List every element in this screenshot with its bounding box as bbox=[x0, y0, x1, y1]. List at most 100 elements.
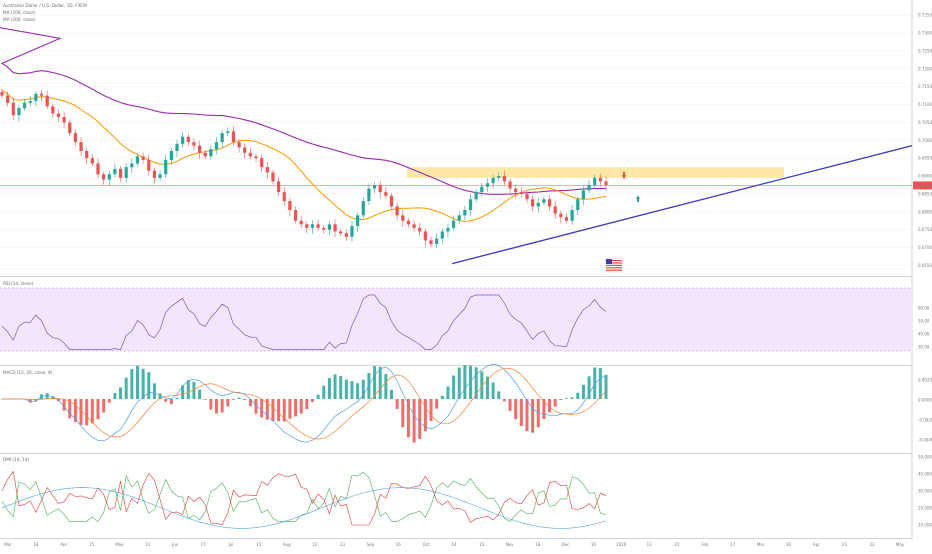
time-tick-label: 12 bbox=[312, 542, 318, 547]
macd-histogram-bar bbox=[350, 381, 353, 399]
candle-body bbox=[40, 94, 43, 96]
macd-histogram-bar bbox=[345, 380, 348, 399]
macd-histogram-bar bbox=[322, 386, 325, 399]
candle-body bbox=[46, 96, 49, 107]
macd-histogram-bar bbox=[119, 387, 122, 399]
macd-histogram-bar bbox=[46, 393, 49, 399]
dmi-tick-label: 20.0000 bbox=[918, 506, 932, 511]
time-tick-label: 15 bbox=[89, 542, 95, 547]
candle-body bbox=[181, 137, 184, 144]
candle-body bbox=[271, 172, 274, 181]
candle-body bbox=[243, 147, 246, 152]
candle-body bbox=[108, 174, 111, 179]
macd-histogram-bar bbox=[164, 399, 167, 402]
candle-body bbox=[74, 133, 77, 142]
candle-body bbox=[480, 187, 483, 192]
candle-body bbox=[317, 224, 320, 228]
macd-histogram-bar bbox=[514, 399, 517, 419]
candle-body bbox=[266, 167, 269, 172]
candle-body bbox=[29, 101, 32, 103]
time-tick-label: 14 bbox=[451, 542, 457, 547]
macd-histogram-bar bbox=[531, 399, 534, 433]
candle-body bbox=[136, 156, 139, 163]
candle-body bbox=[158, 174, 161, 178]
macd-histogram-bar bbox=[136, 366, 139, 399]
time-tick-label: 13 bbox=[842, 542, 848, 547]
candle-body bbox=[379, 185, 382, 192]
time-tick-label: May bbox=[115, 542, 124, 547]
time-tick-label: Mar bbox=[4, 542, 12, 547]
macd-histogram-bar bbox=[108, 399, 111, 403]
candle-body bbox=[164, 160, 167, 174]
time-tick-label: 23 bbox=[340, 542, 346, 547]
candle-body bbox=[305, 224, 308, 228]
candle-body bbox=[113, 169, 116, 174]
macd-histogram-bar bbox=[91, 399, 94, 423]
candle-body bbox=[260, 158, 263, 167]
macd-histogram-bar bbox=[147, 372, 150, 399]
macd-histogram-bar bbox=[102, 399, 105, 413]
candle-body bbox=[350, 226, 353, 237]
candle-body bbox=[130, 164, 133, 168]
candle-body bbox=[294, 210, 297, 221]
time-tick-label: Apr bbox=[813, 542, 820, 547]
candle-body bbox=[119, 169, 122, 178]
macd-histogram-bar bbox=[571, 397, 574, 399]
macd-histogram-bar bbox=[215, 399, 218, 413]
candle-body bbox=[102, 174, 105, 179]
macd-histogram-bar bbox=[305, 399, 308, 409]
time-tick-label: Mar bbox=[757, 542, 765, 547]
candle-body bbox=[322, 228, 325, 230]
candle-body bbox=[469, 199, 472, 210]
rsi-band bbox=[0, 288, 912, 351]
time-tick-label: Jun bbox=[171, 542, 179, 547]
flag-stripe bbox=[606, 267, 622, 268]
macd-histogram-bar bbox=[565, 398, 568, 399]
candle-body bbox=[435, 239, 438, 244]
macd-histogram-bar bbox=[554, 399, 557, 407]
macd-histogram-bar bbox=[441, 396, 444, 399]
time-tick-label: 22 bbox=[674, 542, 680, 547]
arrow-down-icon-stem bbox=[623, 172, 625, 175]
flag-stripe bbox=[606, 265, 622, 266]
macd-histogram-bar bbox=[497, 391, 500, 399]
macd-histogram-bar bbox=[520, 399, 523, 426]
candle-body bbox=[91, 158, 94, 163]
candle-body bbox=[441, 231, 444, 238]
macd-histogram-bar bbox=[605, 375, 608, 399]
candle-body bbox=[497, 176, 500, 178]
candle-body bbox=[571, 210, 574, 221]
candle-body bbox=[587, 185, 590, 190]
ma200-legend: MA (200, close) bbox=[3, 16, 36, 23]
candle-body bbox=[424, 231, 427, 240]
candle-body bbox=[153, 171, 156, 178]
candle-body bbox=[68, 122, 71, 133]
macd-histogram-bar bbox=[226, 399, 229, 406]
time-tick-label: 16 bbox=[786, 542, 792, 547]
macd-histogram-bar bbox=[238, 398, 241, 399]
macd-histogram-bar bbox=[311, 399, 314, 402]
macd-histogram-bar bbox=[113, 393, 116, 399]
candle-body bbox=[209, 149, 212, 156]
macd-histogram-bar bbox=[334, 374, 337, 399]
macd-histogram-bar bbox=[153, 383, 156, 399]
macd-histogram-bar bbox=[80, 399, 83, 425]
candle-body bbox=[232, 131, 235, 142]
candle-body bbox=[463, 210, 466, 215]
candle-body bbox=[125, 167, 128, 178]
main-legend-title: Australian Dollar / U.S. Dollar, 1D, FXC… bbox=[3, 2, 87, 9]
candle-body bbox=[6, 96, 9, 103]
macd-histogram-bar bbox=[390, 390, 393, 399]
macd-histogram-bar bbox=[170, 399, 173, 404]
time-tick-label: 17 bbox=[730, 542, 736, 547]
macd-histogram-bar bbox=[294, 399, 297, 416]
candle-body bbox=[198, 146, 201, 153]
